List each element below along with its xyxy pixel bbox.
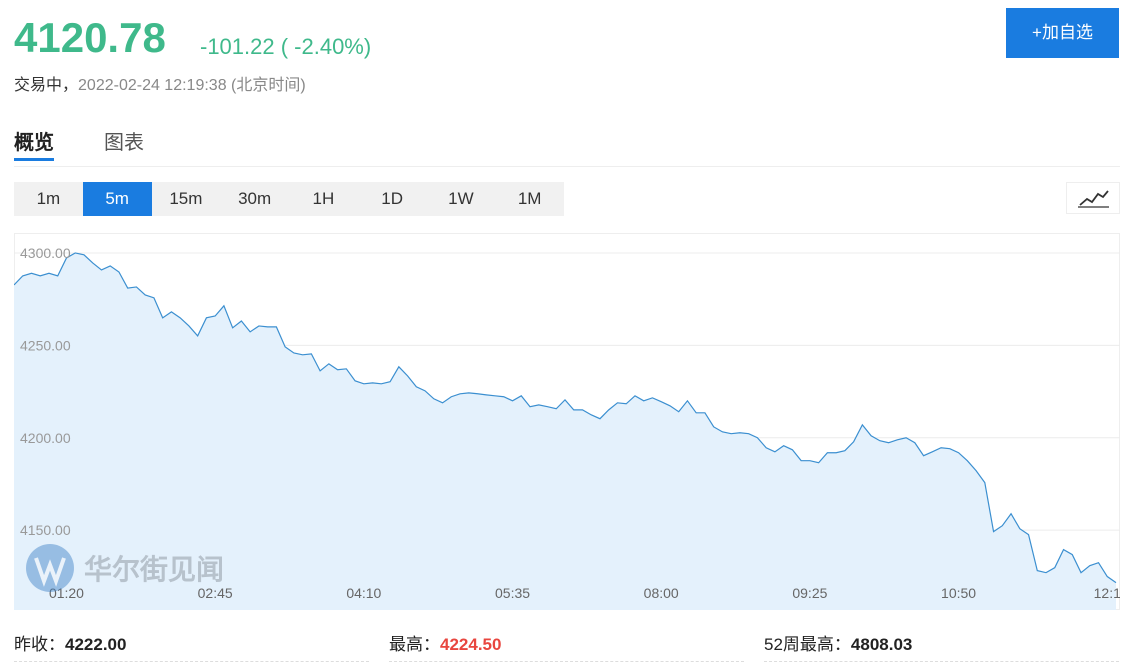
tab[interactable]: 概览 [14, 132, 54, 154]
stat-label: 昨收： [14, 635, 65, 654]
divider [14, 661, 369, 662]
stat-label: 52周最高： [764, 635, 851, 654]
chart-type-button[interactable] [1066, 182, 1120, 214]
x-tick-label: 08:00 [644, 585, 679, 601]
add-watchlist-button[interactable]: +加自选 [1006, 8, 1119, 58]
x-tick-label: 02:45 [198, 585, 233, 601]
trading-status: 交易中， [14, 77, 79, 94]
x-tick-label: 09:25 [792, 585, 827, 601]
watermark-logo [34, 557, 66, 587]
watermark: 华尔街见闻 [84, 553, 224, 585]
y-tick-label: 4250.00 [20, 337, 71, 353]
stat-value: 4808.03 [850, 635, 913, 654]
chart: 4150.00 4200.00 4250.00 4300.00 01:20 02:45 04… [14, 233, 1120, 610]
y-tick-label: 4150.00 [20, 522, 71, 538]
status: 交易中，2022-02-24 12:19:38 (北京时间) [14, 71, 306, 95]
y-tick-label: 4300.00 [20, 245, 71, 261]
interval-button[interactable]: 1D [381, 189, 403, 208]
price: 4120.78 [14, 14, 166, 61]
interval-bar: 1m 5m 15m 30m 1H 1D 1W 1M [14, 182, 564, 216]
x-tick-label: 05:35 [495, 585, 530, 601]
x-tick-label: 12:1 [1094, 585, 1120, 601]
interval-button[interactable]: 1W [448, 189, 474, 208]
separator [14, 166, 1120, 167]
line [14, 252, 1117, 584]
x-tick-label: 01:20 [49, 585, 84, 601]
tab[interactable]: 图表 [104, 132, 144, 154]
area [14, 252, 1116, 610]
stat: 最高：4224.50 [389, 630, 501, 655]
price-change: -101.22 ( -2.40%) [200, 34, 372, 59]
interval-button[interactable]: 15m [169, 189, 203, 208]
y-tick-label: 4200.00 [20, 430, 71, 446]
timestamp: 2022-02-24 12:19:38 (北京时间) [78, 77, 306, 94]
stat: 52周最高：4808.03 [764, 630, 912, 655]
interval-button[interactable]: 1M [517, 189, 542, 208]
icon [1079, 190, 1109, 206]
x-tick-label: 04:10 [346, 585, 381, 601]
interval-button[interactable]: 1m [36, 189, 61, 208]
stat: 昨收：4222.00 [14, 630, 126, 655]
stat-label: 最高： [389, 635, 440, 654]
divider [389, 661, 744, 662]
interval-button[interactable]: 5m [82, 182, 152, 216]
interval-button[interactable]: 1H [312, 189, 335, 208]
x-tick-label: 10:50 [941, 585, 976, 601]
stat-value: 4222.00 [65, 635, 127, 654]
interval-button[interactable]: 30m [238, 189, 272, 208]
divider [764, 661, 1119, 662]
stat-value: 4224.50 [440, 635, 502, 654]
tab-indicator [14, 158, 54, 161]
